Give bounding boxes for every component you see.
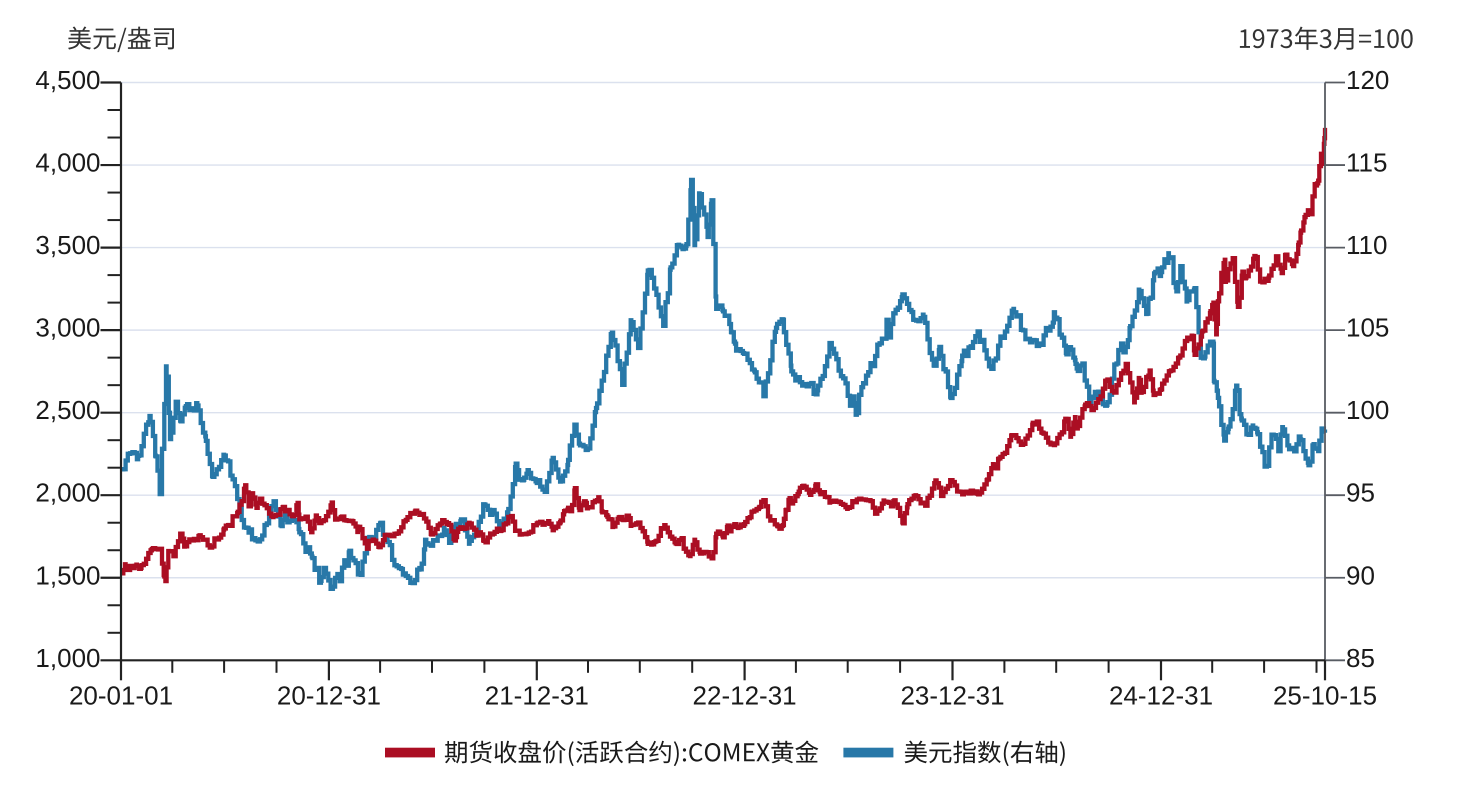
svg-text:24-12-31: 24-12-31 [1109, 681, 1213, 711]
svg-text:120: 120 [1346, 65, 1389, 95]
svg-text:100: 100 [1346, 395, 1389, 425]
svg-text:20-01-01: 20-01-01 [69, 681, 173, 711]
svg-text:22-12-31: 22-12-31 [693, 681, 797, 711]
svg-text:2,000: 2,000 [35, 478, 100, 508]
svg-text:4,000: 4,000 [35, 148, 100, 178]
svg-text:21-12-31: 21-12-31 [485, 681, 589, 711]
svg-text:1,000: 1,000 [35, 643, 100, 673]
svg-text:105: 105 [1346, 313, 1389, 343]
svg-text:90: 90 [1346, 560, 1375, 590]
svg-text:115: 115 [1346, 148, 1387, 178]
svg-text:3,000: 3,000 [35, 313, 100, 343]
svg-text:1,500: 1,500 [35, 560, 100, 590]
svg-text:25-10-15: 25-10-15 [1273, 681, 1377, 711]
svg-text:3,500: 3,500 [35, 230, 100, 260]
svg-text:4,500: 4,500 [35, 65, 100, 95]
svg-text:2,500: 2,500 [35, 395, 100, 425]
svg-text:95: 95 [1346, 478, 1375, 508]
svg-text:20-12-31: 20-12-31 [277, 681, 381, 711]
svg-text:110: 110 [1346, 230, 1387, 260]
svg-text:23-12-31: 23-12-31 [900, 681, 1004, 711]
svg-text:85: 85 [1346, 643, 1375, 673]
